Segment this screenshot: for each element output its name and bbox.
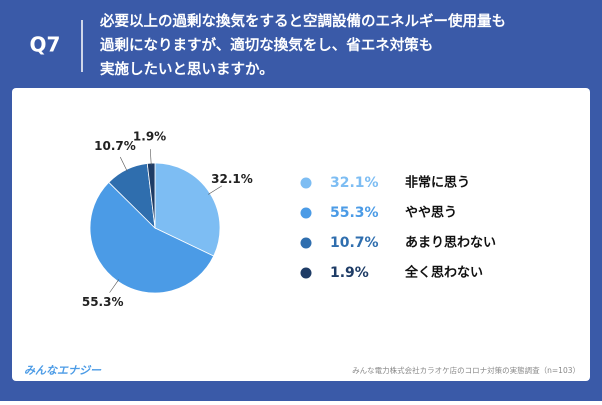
data-label: 55.3% (82, 295, 124, 309)
leader-line (149, 149, 152, 166)
legend-value: 32.1% (330, 175, 379, 191)
leader-line (119, 156, 128, 172)
question-line: 必要以上の過剰な換気をすると空調設備のエネルギー使用量も (99, 12, 506, 30)
legend-marker (300, 267, 312, 279)
data-label: 10.7% (94, 139, 136, 153)
question-line: 過剰になりますが、適切な換気をし、省エネ対策も (99, 36, 433, 54)
data-label: 1.9% (133, 130, 166, 144)
leader-line (208, 185, 222, 195)
question-line: 実施したいと思いますか。 (100, 60, 274, 78)
legend-marker (300, 177, 312, 189)
legend-marker (300, 237, 312, 249)
leader-line (109, 279, 120, 293)
card (12, 88, 590, 381)
legend-value: 10.7% (330, 235, 379, 251)
legend-value: 55.3% (330, 205, 379, 221)
legend-marker (300, 207, 312, 219)
source: みんな電力株式会社カラオケ店のコロナ対策の実態調査（n=103） (352, 365, 580, 375)
legend-label: あまり思わない (405, 236, 496, 251)
data-label: 32.1% (211, 172, 253, 186)
legend-label: 非常に思う (405, 175, 470, 191)
legend-label: 全く思わない (404, 265, 483, 281)
legend-value: 1.9% (330, 265, 369, 281)
question-number: Q7 (30, 33, 61, 57)
legend-label: やや思う (405, 206, 457, 221)
logo: みんなエナジー (24, 364, 102, 377)
